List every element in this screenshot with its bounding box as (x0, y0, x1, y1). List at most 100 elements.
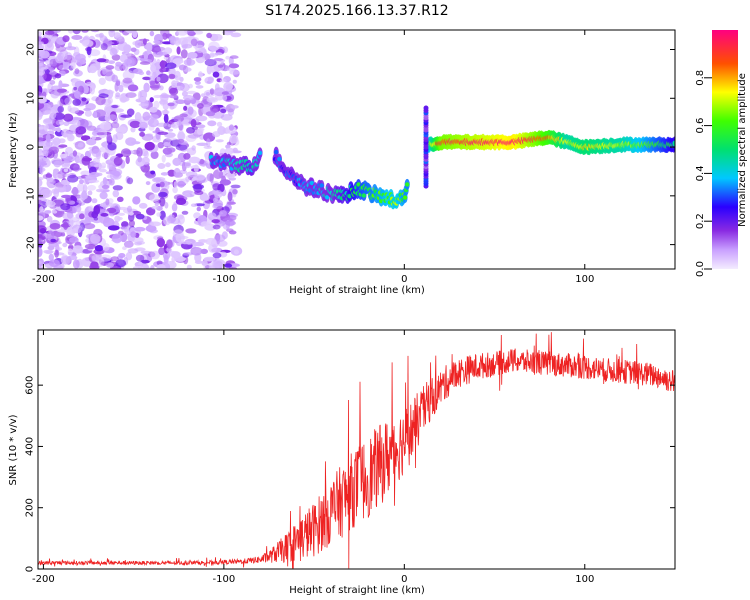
heatmap-noise-blob (127, 84, 139, 92)
heatmap-noise-blob (162, 32, 168, 40)
heatmap-ridge-core (274, 149, 279, 155)
heatmap-noise-blob (223, 81, 234, 91)
heatmap-noise-blob (101, 152, 110, 159)
heatmap-noise-blob (74, 155, 80, 164)
heatmap-noise-blob (225, 55, 230, 60)
heatmap-noise-blob (194, 190, 204, 196)
heatmap-noise-blob (79, 179, 84, 184)
heatmap-noise-blob (105, 65, 115, 70)
snr-frame (37, 329, 676, 570)
heatmap-noise-blob (213, 234, 226, 242)
heatmap-noise-blob (120, 114, 132, 118)
heatmap-noise-blob (138, 121, 148, 129)
heatmap-noise-blob (38, 69, 45, 76)
heatmap-noise-blob (145, 181, 151, 186)
heatmap-noise-blob (175, 99, 186, 104)
heatmap-noise-blob (177, 180, 186, 188)
heatmap-noise-blob (165, 261, 177, 269)
heatmap-noise-blob (192, 184, 204, 190)
heatmap-ridge-core (277, 156, 282, 162)
heatmap-noise-blob (75, 220, 81, 226)
heatmap-noise-blob (100, 212, 109, 217)
heatmap-noise-blob (161, 154, 166, 163)
heatmap-noise-blob (42, 157, 50, 161)
heatmap-noise-blob (173, 115, 184, 123)
heatmap-noise-blob (112, 189, 120, 198)
heatmap-noise-blob (150, 64, 157, 73)
heatmap-noise-blob (132, 196, 141, 205)
heatmap-noise-blob (44, 41, 55, 52)
snr-axes: -200 -100 0 100 0 200 400 600 (25, 330, 675, 585)
heatmap-noise-blob (209, 88, 215, 95)
heatmap-noise-blob (62, 242, 68, 248)
heatmap-noise-blob (56, 88, 67, 93)
heatmap-noise-blob (144, 141, 155, 151)
heatmap-noise-blob (165, 137, 177, 141)
heatmap-noise-blob (208, 265, 220, 269)
heatmap-noise-blob (67, 174, 79, 183)
heatmap-noise-blob (186, 126, 195, 134)
heatmap-noise-blob (52, 137, 61, 146)
heatmap-ridge-core (361, 193, 367, 198)
heatmap-noise-blob (209, 173, 214, 183)
heatmap-noise-blob (44, 30, 55, 36)
heatmap-noise-blob (69, 93, 74, 97)
heatmap-noise-blob (149, 80, 156, 86)
heatmap-noise-blob (171, 122, 180, 129)
heatmap-noise-blob (220, 114, 233, 121)
heatmap-noise-blob (123, 44, 132, 53)
heatmap-noise-blob (195, 85, 204, 89)
heatmap-noise-blob (38, 139, 44, 149)
heatmap-noise-blob (58, 80, 63, 89)
heatmap-noise-blob (39, 50, 50, 59)
heatmap-ridge-core (402, 195, 408, 200)
heatmap-ridge-core (672, 140, 675, 147)
heatmap-noise-blob (169, 87, 179, 96)
heatmap-noise-blob (94, 109, 106, 118)
heatmap-noise-blob (184, 193, 191, 198)
heatmap-noise-blob (44, 210, 51, 214)
heatmap-ridge-core (319, 183, 324, 188)
heatmap-noise-blob (204, 59, 217, 67)
heatmap-noise-blob (220, 108, 227, 113)
heatmap-noise-blob (157, 131, 169, 135)
heatmap-noise-blob (205, 111, 216, 117)
heatmap-noise-blob (81, 155, 91, 166)
heatmap-ridge-core (324, 195, 330, 200)
colorbar-tick-label: 0.8 (695, 70, 706, 86)
heatmap-noise-blob (112, 185, 123, 191)
heatmap-noise-blob (193, 77, 202, 82)
heatmap-noise-blob (128, 219, 135, 227)
heatmap-noise-blob (229, 134, 239, 144)
heatmap-noise-blob (200, 221, 210, 226)
heatmap-noise-blob (171, 80, 178, 88)
heatmap-noise-blob (59, 98, 64, 108)
heatmap-noise-blob (217, 126, 226, 135)
heatmap-noise-blob (100, 43, 108, 51)
heatmap-noise-blob (201, 93, 206, 97)
heatmap-noise-blob (149, 97, 154, 103)
heatmap-noise-blob (138, 202, 148, 209)
heatmap-noise-blob (219, 78, 227, 83)
heatmap-noise-blob (216, 121, 223, 127)
heatmap-noise-blob (156, 264, 166, 269)
heatmap-noise-blob (146, 42, 153, 53)
heatmap-noise-blob (45, 173, 53, 178)
heatmap-noise-blob (230, 105, 239, 109)
heatmap-noise-blob (175, 197, 187, 205)
heatmap-noise-blob (187, 106, 194, 115)
heatmap-noise-blob (224, 263, 233, 268)
heatmap-y-tick-label: 0 (26, 144, 37, 150)
heatmap-noise-blob (212, 224, 221, 230)
heatmap-noise-blob (69, 237, 79, 243)
heatmap-noise-blob (104, 112, 111, 123)
heatmap-noise-blob (221, 91, 229, 95)
heatmap-noise-blob (143, 82, 150, 93)
snr-plot-area (38, 332, 675, 569)
heatmap-noise-blob (204, 76, 214, 84)
heatmap-noise-blob (111, 104, 119, 109)
heatmap-noise-blob (38, 247, 43, 257)
colorbar-tick-label: 0.0 (695, 261, 706, 277)
